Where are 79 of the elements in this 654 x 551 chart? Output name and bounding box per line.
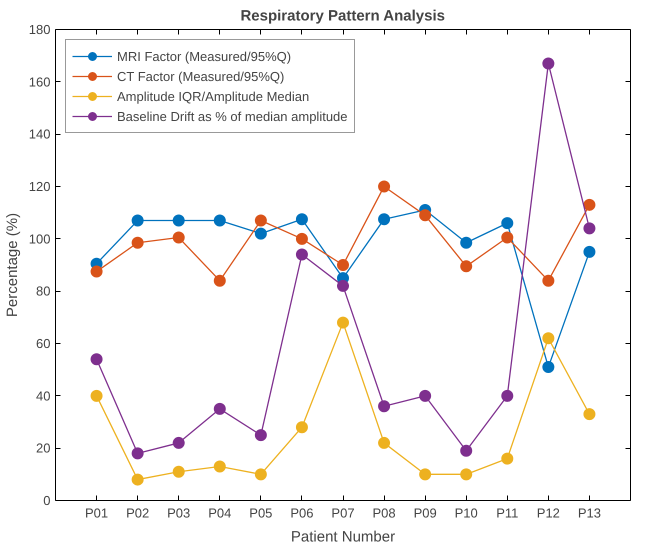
point bbox=[254, 214, 267, 227]
y-tick-label: 140 bbox=[28, 126, 51, 142]
y-tick-label: 0 bbox=[43, 493, 51, 508]
point bbox=[378, 213, 390, 226]
point bbox=[214, 460, 226, 472]
point bbox=[460, 444, 472, 457]
point bbox=[501, 390, 514, 402]
point bbox=[501, 217, 514, 230]
x-tick-label: P04 bbox=[208, 506, 232, 520]
point bbox=[337, 259, 349, 271]
x-tick-label: P10 bbox=[454, 506, 478, 520]
point bbox=[254, 468, 267, 480]
point bbox=[542, 58, 554, 70]
point bbox=[254, 228, 267, 240]
point bbox=[501, 232, 514, 244]
point bbox=[460, 260, 472, 272]
point bbox=[172, 466, 185, 478]
point bbox=[378, 180, 390, 192]
point bbox=[542, 361, 554, 374]
point bbox=[172, 214, 185, 227]
x-tick-label: P09 bbox=[414, 506, 437, 520]
x-axis-title: Patient Number bbox=[290, 528, 396, 546]
y-tick-label: 40 bbox=[36, 388, 51, 404]
point bbox=[214, 402, 226, 415]
point bbox=[90, 390, 103, 402]
x-tick-label: P11 bbox=[496, 506, 518, 520]
y-tick-label: 60 bbox=[36, 336, 51, 351]
point bbox=[132, 447, 144, 460]
point bbox=[337, 316, 349, 329]
legend-label: Baseline Drift as % of median amplitude bbox=[117, 108, 348, 124]
point bbox=[460, 236, 472, 249]
point bbox=[172, 436, 185, 449]
point bbox=[542, 332, 554, 344]
chart-title: Respiratory Pattern Analysis bbox=[240, 8, 445, 24]
point bbox=[132, 214, 144, 227]
point bbox=[90, 266, 103, 278]
x-tick-label: P03 bbox=[167, 506, 190, 520]
legend-label: Amplitude IQR/Amplitude Median bbox=[117, 88, 310, 104]
y-tick-label: 80 bbox=[36, 284, 51, 299]
point bbox=[296, 213, 308, 226]
point bbox=[419, 390, 432, 402]
x-tick-label: P02 bbox=[126, 506, 150, 520]
legend-label: MRI Factor (Measured/95%Q) bbox=[117, 48, 292, 64]
x-tick-label: P13 bbox=[578, 506, 602, 520]
point bbox=[583, 222, 596, 234]
legend-label: CT Factor (Measured/95%Q) bbox=[117, 68, 284, 84]
point bbox=[378, 436, 390, 449]
x-tick-label: P05 bbox=[249, 506, 272, 520]
point bbox=[460, 468, 472, 480]
x-tick-label: P01 bbox=[85, 506, 108, 520]
x-tick-label: P06 bbox=[290, 506, 314, 520]
y-axis-title: Percentage (%) bbox=[4, 212, 21, 318]
point bbox=[419, 468, 432, 480]
x-tick-label: P08 bbox=[372, 506, 396, 520]
point bbox=[583, 198, 596, 211]
point bbox=[214, 214, 226, 227]
point bbox=[337, 280, 349, 292]
point bbox=[296, 248, 308, 261]
y-tick-label: 120 bbox=[28, 179, 51, 194]
y-tick-label: 160 bbox=[28, 74, 51, 90]
point bbox=[132, 474, 144, 486]
x-tick-label: P12 bbox=[536, 506, 560, 520]
point bbox=[501, 452, 514, 465]
point bbox=[583, 408, 596, 420]
point bbox=[583, 246, 596, 258]
point bbox=[214, 274, 226, 287]
point bbox=[296, 232, 308, 245]
point bbox=[419, 209, 432, 222]
point bbox=[542, 274, 554, 287]
point bbox=[172, 232, 185, 244]
y-tick-label: 100 bbox=[28, 231, 51, 246]
x-tick-label: P07 bbox=[331, 506, 355, 520]
point bbox=[296, 421, 308, 434]
point bbox=[132, 236, 144, 249]
y-tick-label: 180 bbox=[28, 22, 51, 37]
point bbox=[254, 429, 267, 442]
y-tick-label: 20 bbox=[36, 440, 51, 456]
point bbox=[378, 400, 390, 412]
point bbox=[90, 353, 103, 366]
